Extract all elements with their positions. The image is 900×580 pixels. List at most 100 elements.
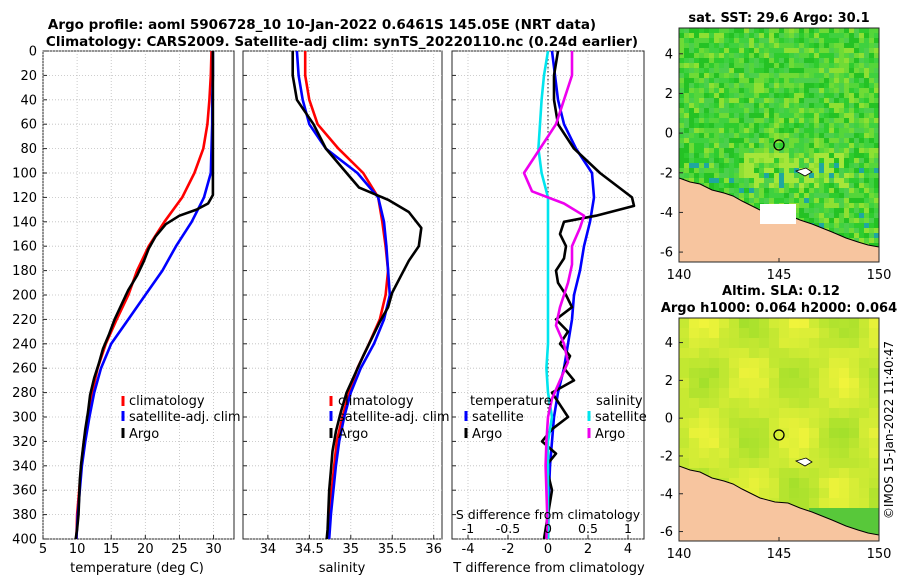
sla-cell — [849, 448, 859, 458]
sst-cell — [689, 48, 694, 53]
sst-cell — [759, 173, 764, 178]
sst-cell — [709, 178, 714, 183]
sla-cell — [769, 468, 779, 478]
sst-cell — [734, 103, 739, 108]
sst-cell — [834, 198, 839, 203]
sst-cell — [844, 78, 849, 83]
sst-cell — [869, 188, 874, 193]
sst-cell — [819, 73, 824, 78]
sst-cell — [824, 123, 829, 128]
sst-cell — [844, 33, 849, 38]
sst-cell — [859, 203, 864, 208]
sst-cell — [859, 38, 864, 43]
sst-cell — [744, 43, 749, 48]
sst-cell — [719, 133, 724, 138]
sla-cell — [679, 348, 689, 358]
sla-cell — [759, 388, 769, 398]
sst-cell — [724, 113, 729, 118]
sla-cell — [729, 418, 739, 428]
sst-cell — [694, 63, 699, 68]
sst-cell — [759, 33, 764, 38]
sst-cell — [849, 83, 854, 88]
sst-cell — [829, 103, 834, 108]
sla-cell — [789, 418, 799, 428]
sst-cell — [814, 218, 819, 223]
sst-cell — [689, 143, 694, 148]
sst-cell — [679, 93, 684, 98]
sst-cell — [679, 48, 684, 53]
sst-cell — [724, 103, 729, 108]
sla-cell — [759, 418, 769, 428]
sst-cell — [734, 68, 739, 73]
sst-cell — [729, 103, 734, 108]
y-tick-label: 140 — [12, 215, 37, 230]
sla-cell — [859, 408, 869, 418]
sla-cell — [809, 488, 819, 498]
sst-cell — [734, 83, 739, 88]
sst-cell — [819, 203, 824, 208]
sst-cell — [794, 178, 799, 183]
sla-cell — [739, 428, 749, 438]
sst-cell — [844, 173, 849, 178]
y-tick-label: 400 — [12, 533, 37, 548]
sst-cell — [824, 103, 829, 108]
sst-cell — [834, 228, 839, 233]
sla-cell — [769, 338, 779, 348]
sst-cell — [784, 28, 789, 33]
sst-cell — [689, 93, 694, 98]
sst-cell — [809, 133, 814, 138]
sst-cell — [814, 68, 819, 73]
sla-cell — [819, 388, 829, 398]
sst-cell — [684, 173, 689, 178]
sst-cell — [824, 128, 829, 133]
sst-cell — [819, 48, 824, 53]
sst-cell — [764, 78, 769, 83]
sst-cell — [744, 28, 749, 33]
sst-cell — [759, 58, 764, 63]
sst-cell — [684, 58, 689, 63]
sst-cell — [799, 148, 804, 153]
sst-cell — [714, 148, 719, 153]
sst-cell — [844, 103, 849, 108]
sst-cell — [679, 108, 684, 113]
sla-cell — [799, 478, 809, 488]
sst-cell — [824, 163, 829, 168]
sla-cell — [699, 458, 709, 468]
sst-cell — [699, 178, 704, 183]
sst-cell — [759, 123, 764, 128]
sst-cell — [799, 213, 804, 218]
sst-cell — [719, 38, 724, 43]
sst-cell — [814, 138, 819, 143]
sst-cell — [734, 33, 739, 38]
sst-cell — [749, 173, 754, 178]
sla-cell — [719, 328, 729, 338]
sst-cell — [759, 78, 764, 83]
legend-s-satellite: satellite — [595, 410, 647, 425]
sla-cell — [729, 398, 739, 408]
sst-cell — [759, 158, 764, 163]
sst-cell — [769, 53, 774, 58]
sst-cell — [764, 33, 769, 38]
sst-cell — [749, 118, 754, 123]
sst-cell — [784, 183, 789, 188]
sst-cell — [764, 103, 769, 108]
sst-cell — [854, 218, 859, 223]
sst-cell — [809, 193, 814, 198]
sst-cell — [834, 118, 839, 123]
sst-cell — [744, 163, 749, 168]
sst-cell — [814, 83, 819, 88]
sst-cell — [719, 63, 724, 68]
sst-cell — [729, 38, 734, 43]
sla-cell — [869, 498, 879, 508]
sst-cell — [754, 78, 759, 83]
legend-t-satellite: satellite — [472, 410, 524, 425]
sst-cell — [864, 158, 869, 163]
sst-cell — [814, 168, 819, 173]
sst-cell — [854, 178, 859, 183]
sla-cell — [769, 418, 779, 428]
sst-cell — [804, 118, 809, 123]
sst-cell — [719, 153, 724, 158]
sst-cell — [709, 58, 714, 63]
sst-cell — [774, 183, 779, 188]
sst-cell — [819, 43, 824, 48]
